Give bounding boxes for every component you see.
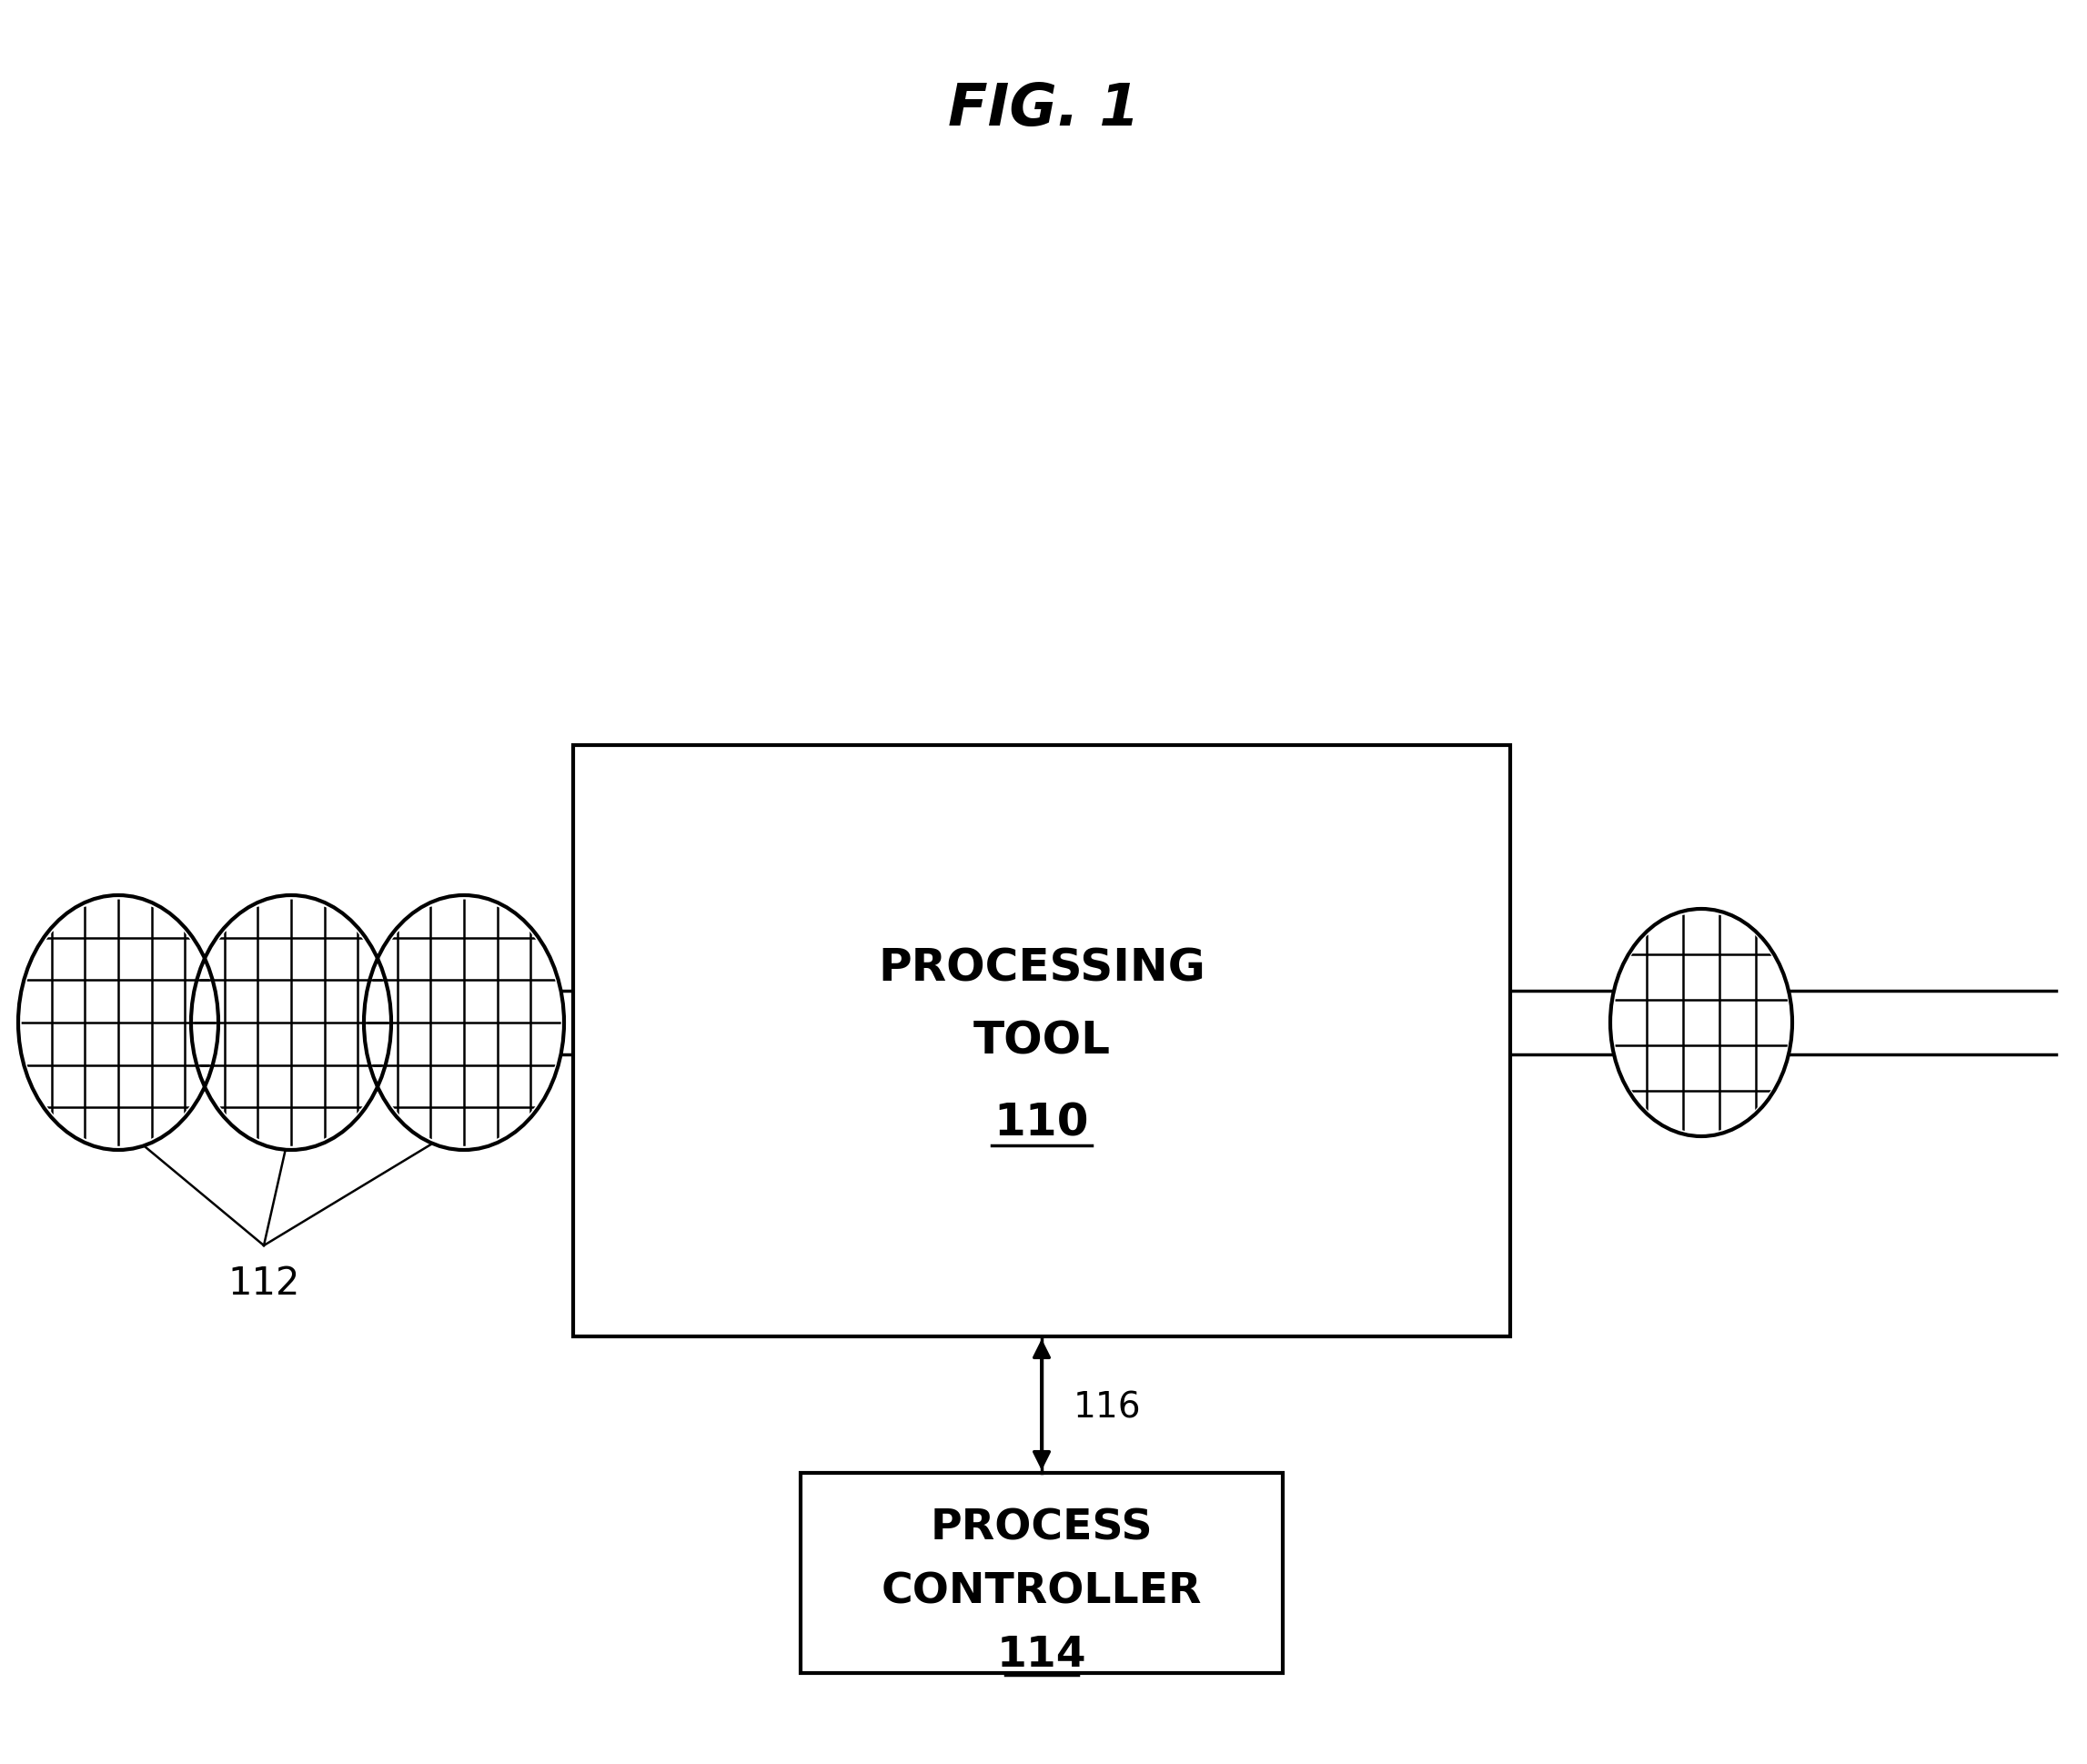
Ellipse shape: [19, 896, 219, 1150]
Text: 116: 116: [1073, 1390, 1142, 1425]
Text: PROCESS: PROCESS: [931, 1506, 1152, 1549]
Ellipse shape: [363, 896, 563, 1150]
Bar: [801, 1473, 1284, 1672]
Text: 112: 112: [227, 1263, 301, 1302]
Ellipse shape: [1611, 908, 1793, 1136]
Text: CONTROLLER: CONTROLLER: [881, 1570, 1202, 1612]
Text: TOOL: TOOL: [973, 1020, 1110, 1064]
Text: PROCESSING: PROCESSING: [879, 947, 1206, 990]
Ellipse shape: [21, 900, 215, 1147]
Ellipse shape: [1613, 912, 1789, 1132]
Text: 110: 110: [993, 1101, 1089, 1145]
Ellipse shape: [367, 900, 561, 1147]
Bar: [574, 746, 1511, 1337]
Ellipse shape: [194, 900, 388, 1147]
Text: 114: 114: [998, 1635, 1087, 1676]
Text: FIG. 1: FIG. 1: [947, 81, 1140, 138]
Ellipse shape: [192, 896, 390, 1150]
